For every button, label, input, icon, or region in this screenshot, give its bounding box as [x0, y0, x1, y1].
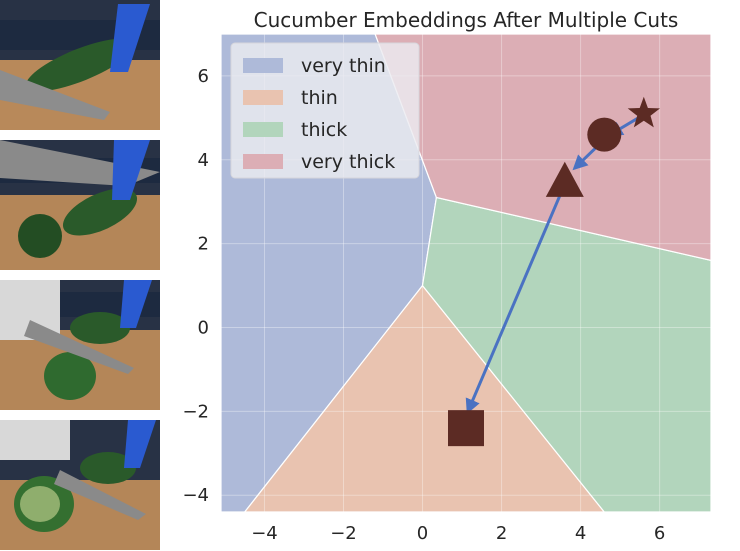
x-tick-label: 0	[417, 523, 428, 544]
marker-triangle	[545, 161, 584, 197]
x-tick-label: 2	[496, 523, 507, 544]
legend-swatch	[243, 58, 283, 73]
photo-cut-2	[0, 140, 160, 270]
y-tick-label: −4	[182, 485, 209, 506]
legend-swatch	[243, 154, 283, 169]
transition-arrow	[465, 192, 563, 415]
y-tick-label: 0	[198, 318, 209, 339]
y-tick-label: −2	[182, 401, 209, 422]
legend-label: very thick	[301, 151, 395, 173]
x-tick-label: −4	[251, 523, 278, 544]
photo-cut-4	[0, 420, 160, 550]
legend-box	[230, 42, 420, 179]
y-tick-label: 6	[198, 66, 209, 87]
legend-swatch	[243, 122, 283, 137]
chart-title: Cucumber Embeddings After Multiple Cuts	[254, 8, 679, 32]
legend-label: thin	[301, 87, 338, 109]
marker-star	[627, 96, 660, 128]
legend-label: very thin	[301, 55, 386, 77]
photo-cut-3	[0, 280, 160, 410]
photo-cut-1	[0, 0, 160, 130]
marker-circle	[587, 117, 622, 152]
y-tick-label: 4	[198, 150, 209, 171]
marker-square	[448, 410, 484, 447]
x-tick-label: −2	[330, 523, 357, 544]
legend-swatch	[243, 90, 283, 105]
legend-label: thick	[301, 119, 347, 141]
y-tick-label: 2	[198, 234, 209, 255]
transition-arrow	[572, 146, 598, 171]
x-tick-label: 6	[654, 523, 665, 544]
x-tick-label: 4	[575, 523, 586, 544]
